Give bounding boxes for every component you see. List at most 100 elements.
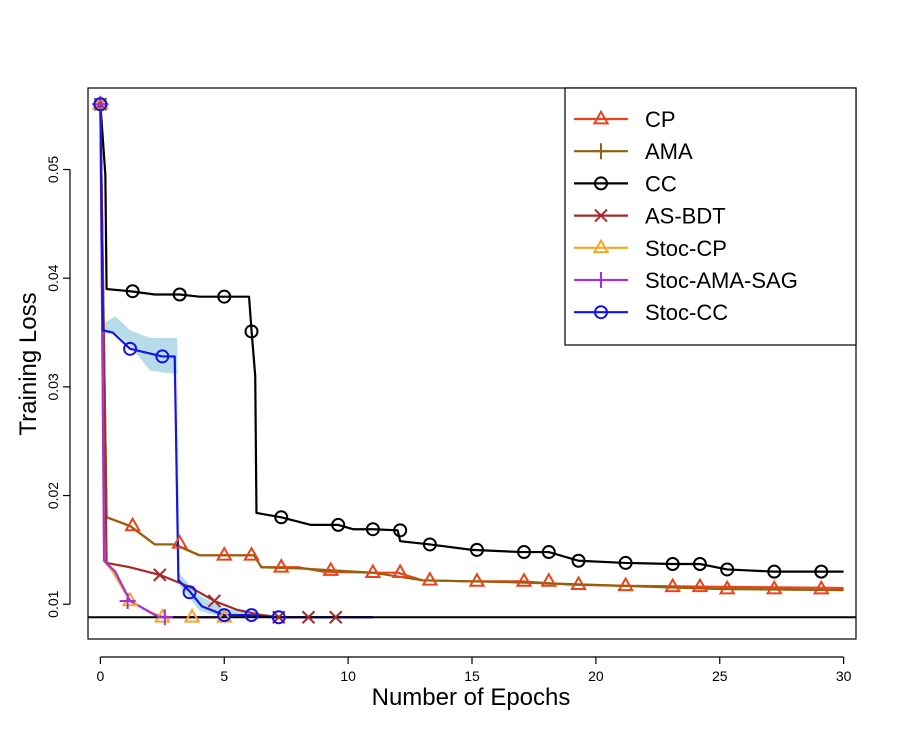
as-bdt-point — [207, 594, 222, 608]
stoc-ama-sag-point — [119, 592, 136, 609]
legend-label: AMA — [645, 139, 693, 164]
cc-point — [422, 537, 437, 552]
cc-point — [469, 542, 484, 557]
x-tick-label: 15 — [464, 668, 480, 684]
cc-point — [217, 289, 232, 304]
stoc-cc-point — [271, 610, 286, 625]
cc-point — [125, 284, 140, 299]
cc-point — [172, 287, 187, 302]
cp-point — [718, 579, 736, 595]
legend: CP AMA CC AS-BDT Stoc-CP Stoc-AMA-SAG Stoc-CC — [564, 87, 857, 346]
legend-swatch-marker — [592, 238, 610, 254]
stoc-cc-point — [123, 341, 138, 356]
cp-point — [540, 572, 558, 587]
y-tick-label: 0.03 — [45, 373, 61, 400]
y-axis-title: Training Loss — [15, 292, 42, 435]
y-tick-label: 0.05 — [45, 156, 61, 183]
x-tick-label: 0 — [96, 668, 104, 684]
legend-label: CC — [645, 171, 677, 196]
cc-point — [393, 523, 408, 538]
as-bdt-markers — [93, 97, 343, 624]
stoc-cc-markers — [93, 97, 286, 625]
legend-label: AS-BDT — [645, 204, 726, 229]
ama-line — [99, 104, 844, 592]
series-markers — [92, 95, 830, 626]
cc-point — [618, 555, 633, 570]
cp-point — [171, 534, 188, 549]
y-tick-label: 0.04 — [45, 264, 61, 291]
cc-point — [274, 510, 289, 525]
legend-label: Stoc-AMA-SAG — [645, 268, 798, 293]
cp-point — [570, 575, 587, 590]
legend-label: Stoc-CC — [645, 300, 728, 325]
stoc-cp-point — [183, 608, 201, 623]
stoc-cc-point — [155, 349, 170, 364]
legend-item-cp: CP — [574, 107, 676, 132]
cp-point — [124, 516, 141, 532]
cc-point — [541, 545, 556, 560]
stoc-cc-point — [93, 97, 108, 112]
x-tick-label: 5 — [220, 668, 228, 684]
cc-point — [517, 545, 532, 560]
legend-swatch-marker — [594, 305, 608, 320]
plot-frame — [87, 87, 857, 640]
legend-swatch-marker — [593, 143, 609, 160]
x-tick-label: 20 — [588, 668, 604, 684]
x-tick-label: 10 — [340, 668, 356, 684]
legend-item-stoc-ama-sag: Stoc-AMA-SAG — [574, 268, 798, 293]
as-bdt-point — [301, 610, 316, 624]
confidence-bands — [102, 316, 274, 619]
stoc-cc-line — [99, 104, 373, 619]
x-axis-title: Number of Epochs — [372, 684, 571, 711]
cc-point — [365, 522, 380, 537]
cc-point — [244, 324, 259, 339]
cp-point — [391, 563, 409, 579]
stoc-ama-sag-point — [156, 609, 173, 626]
legend-swatch-marker — [594, 208, 608, 223]
legend-item-ama: AMA — [574, 139, 693, 164]
cp-markers — [92, 95, 830, 595]
stoc-cc-confidence-band — [102, 316, 274, 619]
stoc-cc-point — [244, 608, 259, 623]
cc-point — [692, 557, 707, 572]
cp-point — [272, 558, 290, 573]
cp-point — [691, 577, 709, 593]
legend-swatch-marker — [593, 272, 609, 288]
cp-point — [322, 561, 340, 576]
cp-point — [812, 579, 830, 595]
legend-item-stoc-cc: Stoc-CC — [574, 300, 728, 325]
legend-item-as-bdt: AS-BDT — [574, 204, 726, 229]
legend-item-stoc-cp: Stoc-CP — [574, 236, 727, 261]
y-tick-label: 0.01 — [45, 590, 61, 617]
cc-point — [720, 562, 735, 577]
cp-point — [664, 577, 681, 593]
legend-label: CP — [645, 107, 676, 132]
cp-point — [364, 563, 382, 579]
cp-point — [765, 579, 783, 595]
x-tick-label: 30 — [836, 668, 852, 684]
cc-point — [665, 557, 680, 572]
cp-point — [421, 571, 439, 586]
legend-item-cc: CC — [574, 171, 677, 196]
as-bdt-point — [329, 610, 343, 624]
cp-point — [468, 572, 486, 587]
cp-point — [243, 546, 260, 561]
y-axis: 0.01 0.02 0.03 0.04 0.05 — [45, 156, 71, 618]
x-axis: 0 5 10 15 20 25 30 — [96, 656, 852, 684]
cc-point — [571, 553, 586, 568]
legend-label: Stoc-CP — [645, 236, 727, 261]
x-tick-label: 25 — [712, 668, 728, 684]
cc-point — [767, 564, 782, 579]
stoc-cc-point — [217, 608, 232, 623]
as-bdt-line — [99, 104, 373, 619]
legend-swatch-marker — [592, 109, 610, 125]
as-bdt-point — [153, 568, 167, 582]
legend-swatch-marker — [594, 176, 608, 191]
cc-line — [99, 104, 844, 573]
stoc-cc-point — [182, 585, 197, 600]
cc-point — [331, 517, 346, 532]
y-tick-label: 0.02 — [45, 482, 61, 509]
cp-point — [617, 576, 634, 592]
cp-point — [515, 572, 533, 587]
